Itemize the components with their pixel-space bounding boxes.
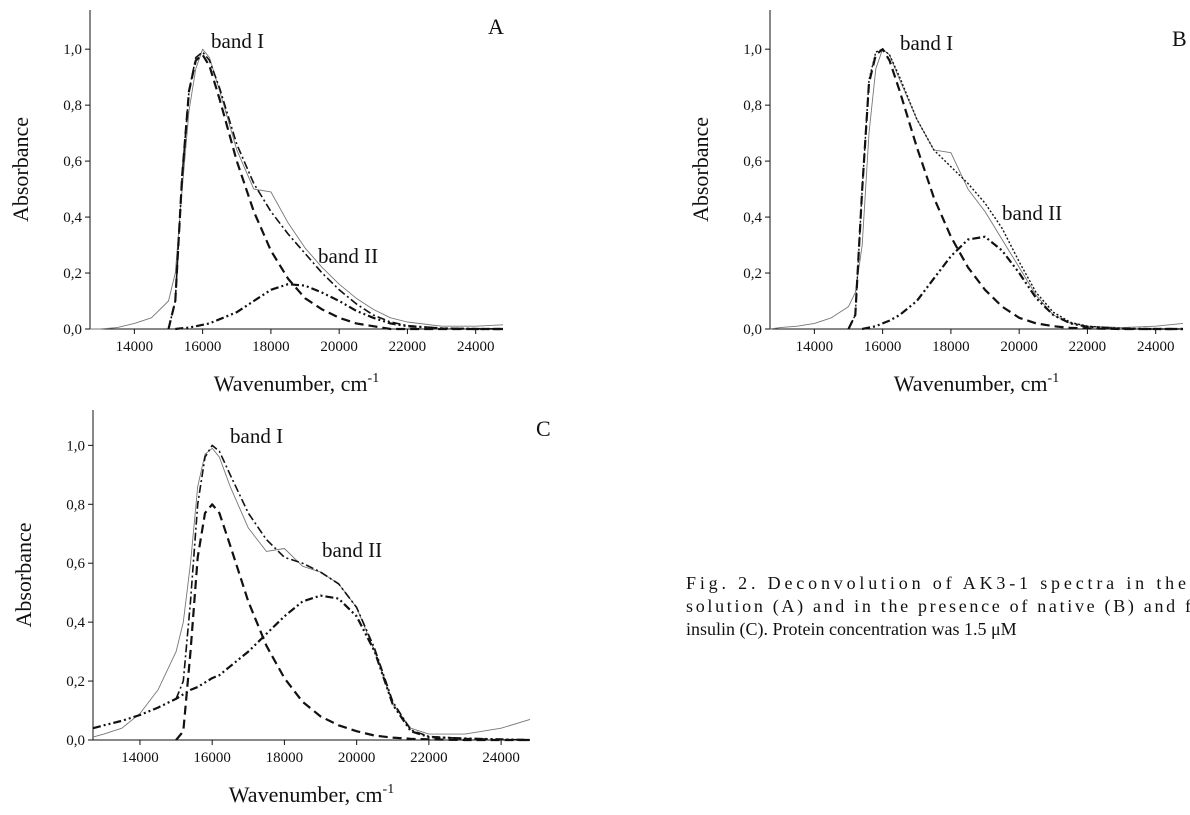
y-axis-label: Absorbance: [11, 522, 36, 627]
y-tick-label: 0,4: [66, 615, 85, 631]
y-tick-label: 0,0: [66, 733, 85, 749]
x-tick-label: 22000: [1069, 339, 1107, 355]
annotation: band I: [211, 29, 264, 53]
y-tick-label: 0,4: [743, 210, 762, 226]
x-axis-label-text: Wavenumber, cm: [229, 782, 383, 807]
panel-label: C: [536, 416, 551, 441]
x-tick-label: 14000: [116, 339, 154, 355]
x-tick-label: 20000: [338, 750, 376, 766]
x-axis-label: Wavenumber, cm-1: [894, 371, 1059, 396]
spectrum-line: [175, 444, 531, 741]
y-tick-label: 0,2: [63, 266, 82, 282]
spectrum-line: [167, 53, 503, 331]
x-tick-label: 24000: [1137, 339, 1175, 355]
x-tick-label: 20000: [320, 339, 358, 355]
chart-panel: 0,0 0,2 0,4 0,6 0,8 1,0 14000 16000 18000 20000 22…: [688, 10, 1187, 396]
x-axis-label-superscript: -1: [1048, 371, 1060, 386]
annotation: band II: [1002, 201, 1062, 225]
spectrum-line: [847, 48, 1183, 330]
y-tick-label: 0,4: [63, 210, 82, 226]
spectrum-line: [167, 51, 504, 330]
spectrum-line: [861, 235, 1183, 331]
y-tick-label: 1,0: [63, 42, 82, 58]
x-axis-label: Wavenumber, cm-1: [214, 371, 379, 396]
chart-panel: 0,0 0,2 0,4 0,6 0,8 1,0 14000 16000 18000 20000 22…: [8, 10, 504, 396]
caption-line: Fig. 2. Deconvolution of AK3-1 spectra i…: [686, 573, 1186, 593]
caption-line: insulin (C). Protein concentration was 1…: [686, 619, 1017, 640]
y-axis-label: Absorbance: [8, 117, 33, 222]
x-tick-label: 16000: [864, 339, 902, 355]
y-tick-label: 0,0: [743, 322, 762, 338]
x-tick-label: 18000: [252, 339, 290, 355]
y-tick-label: 0,2: [743, 266, 762, 282]
x-tick-label: 18000: [266, 750, 304, 766]
x-axis-label-text: Wavenumber, cm: [894, 371, 1048, 396]
x-tick-label: 14000: [121, 750, 159, 766]
spectrum-line: [175, 283, 503, 331]
y-tick-label: 0,0: [63, 322, 82, 338]
x-tick-label: 22000: [410, 750, 448, 766]
spectrum-line: [769, 48, 1184, 330]
caption-line: solution (A) and in the presence of nati…: [686, 596, 1190, 617]
x-tick-label: 16000: [184, 339, 222, 355]
x-axis-label-superscript: -1: [368, 371, 380, 386]
x-tick-label: 20000: [1000, 339, 1038, 355]
x-tick-label: 16000: [193, 750, 231, 766]
spectrum-line: [92, 594, 531, 742]
y-tick-label: 0,8: [63, 98, 82, 114]
y-tick-label: 0,6: [66, 556, 85, 572]
x-tick-label: 14000: [796, 339, 834, 355]
y-tick-label: 0,8: [743, 98, 762, 114]
x-tick-label: 18000: [932, 339, 970, 355]
annotation: band I: [900, 31, 953, 55]
y-tick-label: 0,2: [66, 674, 85, 690]
annotation: band I: [230, 424, 283, 448]
x-axis-label: Wavenumber, cm-1: [229, 782, 394, 807]
y-tick-label: 0,6: [743, 154, 762, 170]
x-tick-label: 24000: [457, 339, 495, 355]
x-axis-label-text: Wavenumber, cm: [214, 371, 368, 396]
spectrum-line: [92, 447, 531, 738]
spectrum-line: [90, 48, 504, 330]
spectrum-line: [847, 48, 1183, 331]
panel-label: A: [488, 14, 504, 39]
y-tick-label: 1,0: [66, 438, 85, 454]
y-tick-label: 0,8: [66, 497, 85, 513]
x-tick-label: 22000: [389, 339, 427, 355]
x-axis-label-superscript: -1: [383, 782, 395, 797]
x-tick-label: 24000: [482, 750, 520, 766]
y-tick-label: 1,0: [743, 42, 762, 58]
chart-panel: 0,0 0,2 0,4 0,6 0,8 1,0 14000 16000 18000 20000 22…: [11, 410, 551, 807]
panel-label: B: [1172, 26, 1187, 51]
annotation: band II: [318, 244, 378, 268]
y-axis-label: Absorbance: [688, 117, 713, 222]
annotation: band II: [322, 538, 382, 562]
y-tick-label: 0,6: [63, 154, 82, 170]
